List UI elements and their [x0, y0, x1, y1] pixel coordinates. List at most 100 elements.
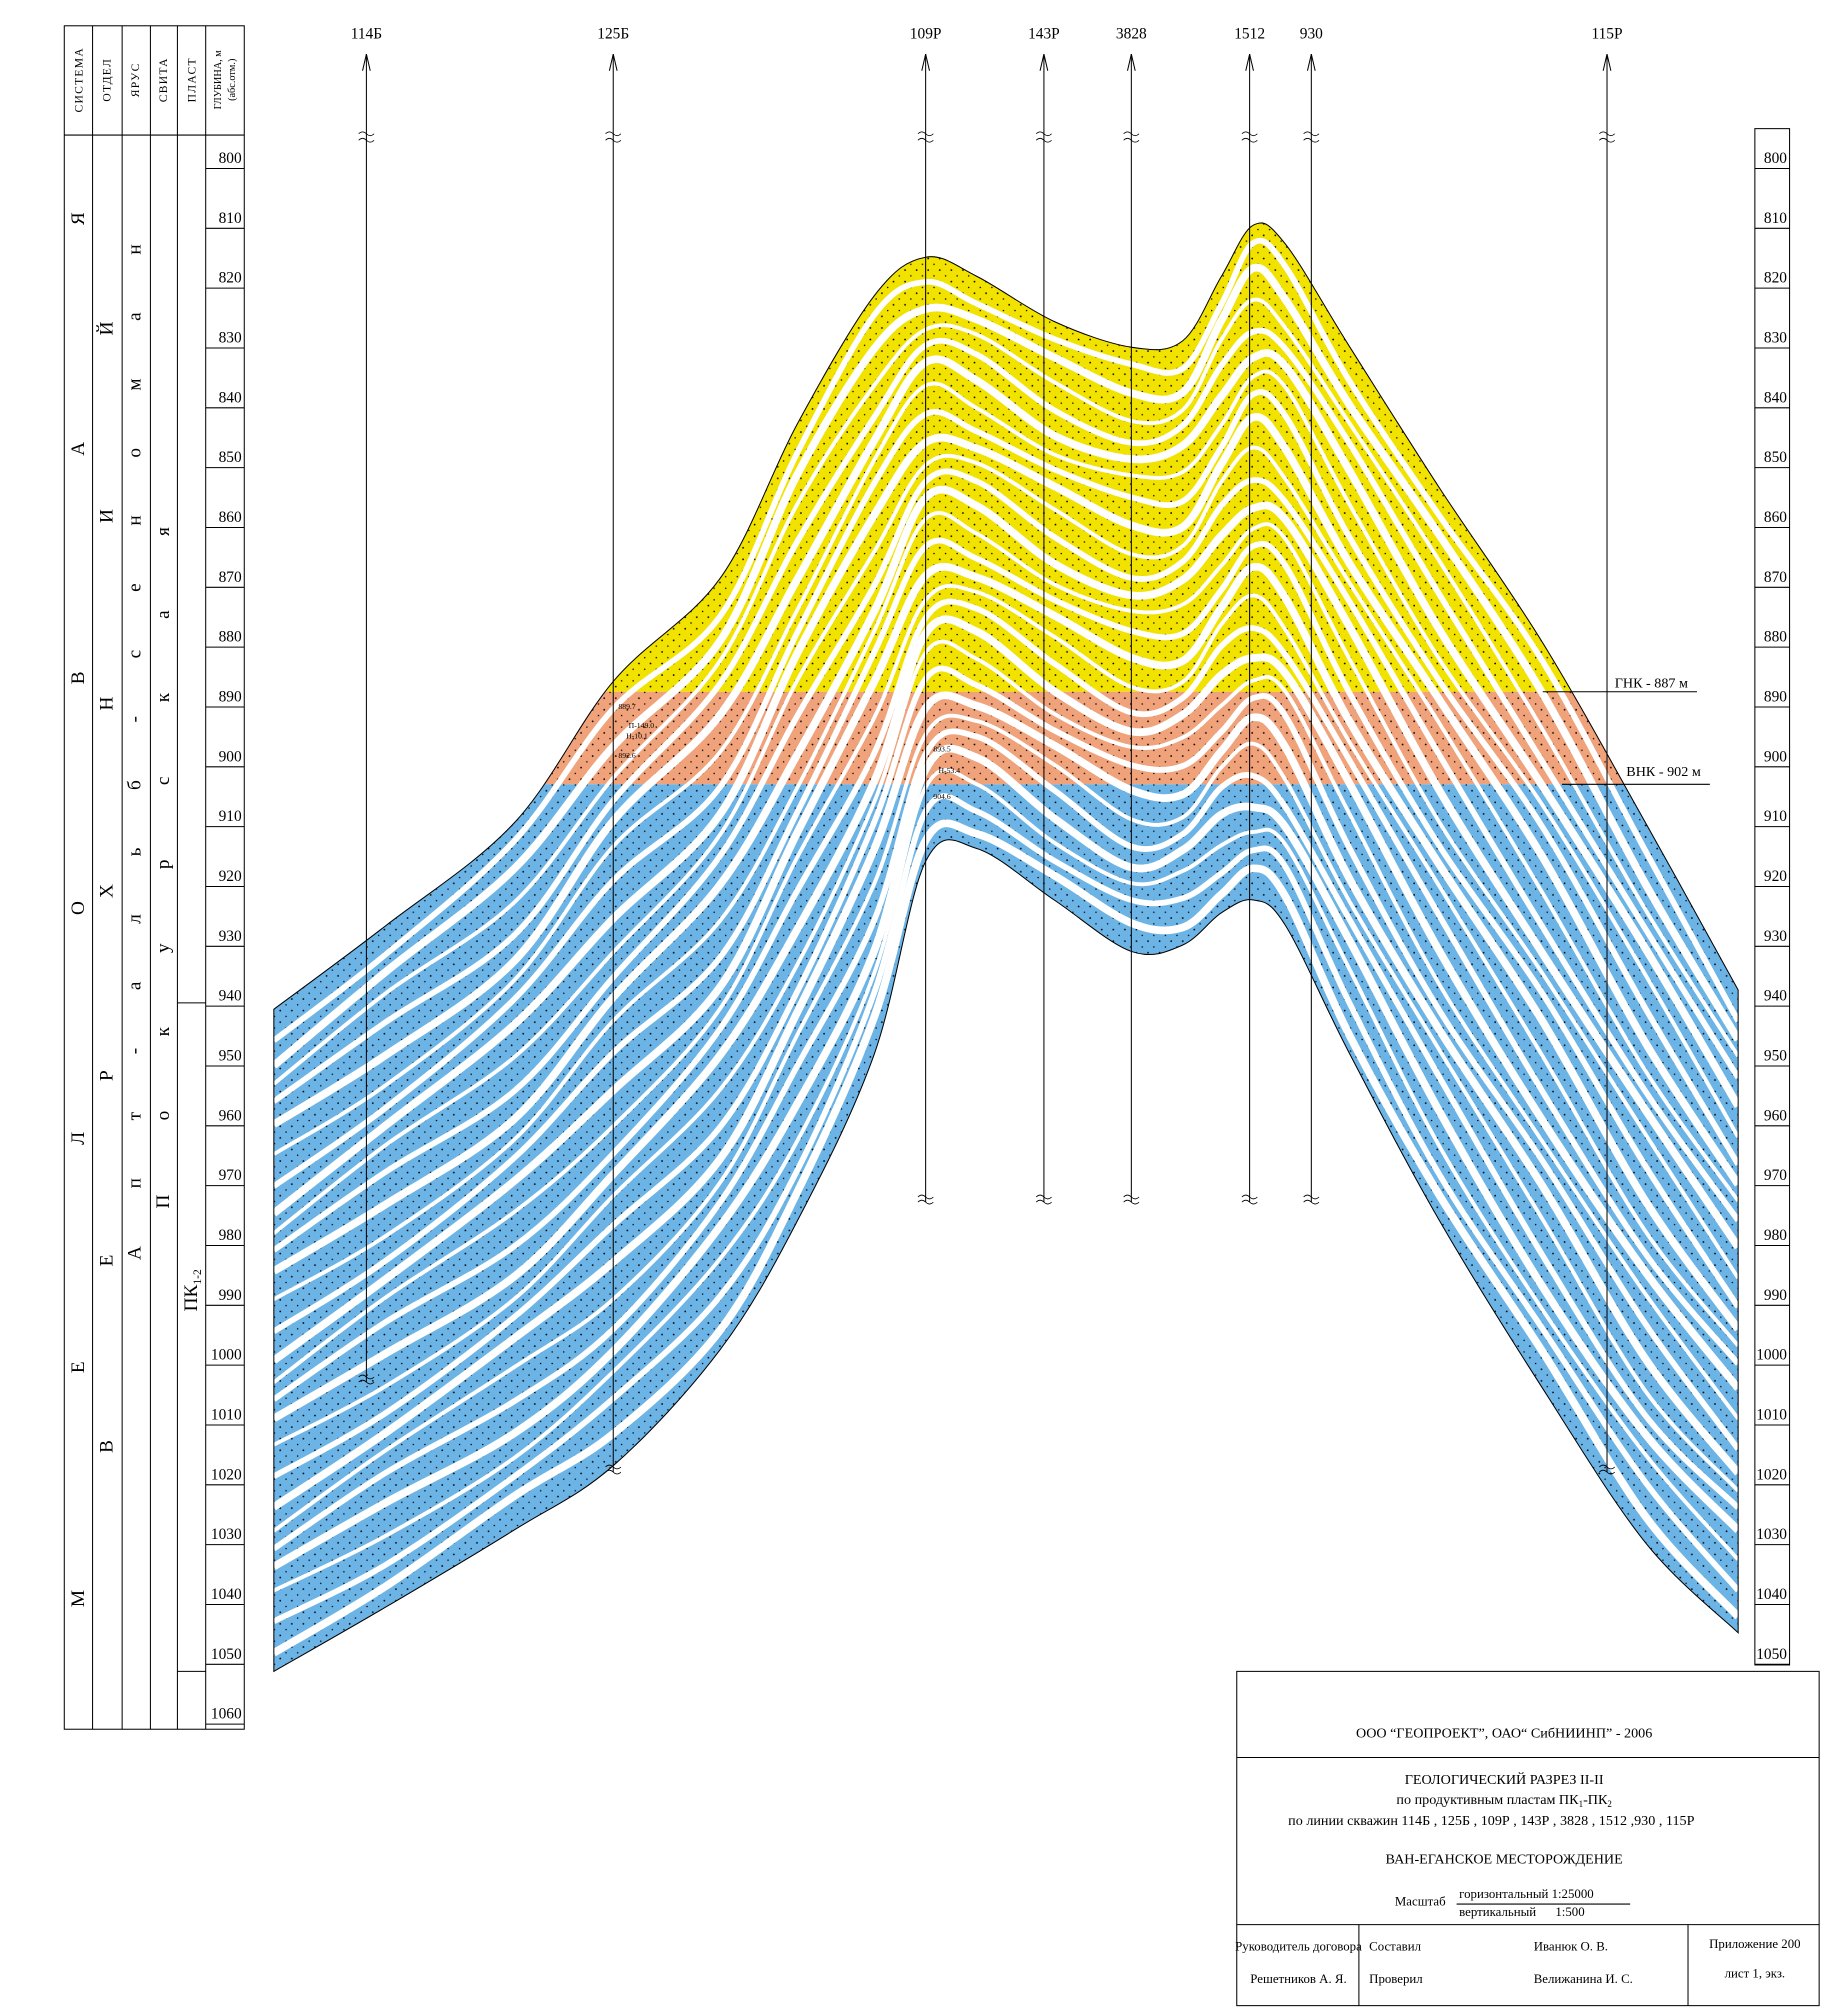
depth-label: 890 — [219, 689, 242, 706]
well-label: 109Р — [910, 25, 942, 42]
depth-label: 830 — [219, 330, 242, 347]
depth-label: 910 — [219, 808, 242, 825]
depth-label: 940 — [1764, 988, 1787, 1005]
system-name: МЕЛОВАЯ — [68, 212, 89, 1607]
vnk-label: ВНК - 902 м — [1626, 764, 1701, 780]
note: 892.6 — [618, 751, 635, 760]
right-ruler — [1754, 128, 1791, 1666]
well-break — [1599, 131, 1616, 143]
checked-label: Проверил — [1369, 1972, 1423, 1986]
well-break — [917, 1194, 934, 1205]
clay-interlayer — [273, 485, 1739, 1275]
scale-label: Масштаб — [1395, 1895, 1446, 1909]
depth-label: 960 — [1764, 1107, 1787, 1124]
gnk-label: ГНК - 887 м — [1615, 675, 1688, 691]
header-depth-note: (абс.отм.) — [227, 59, 238, 101]
section-subtitle: по продуктивным пластам ПК1-ПК2 — [1396, 1792, 1611, 1809]
clay-interlayer — [273, 263, 1739, 1069]
depth-label: 980 — [219, 1227, 242, 1244]
depth-label: 900 — [1764, 748, 1787, 765]
depth-label: 980 — [1764, 1227, 1787, 1244]
subtitle-index: 2 — [1607, 1799, 1612, 1809]
organization: ООО “ГЕОПРОЕКТ”, ОАО“ СибНИИНП” - 2006 — [1356, 1726, 1652, 1742]
scale-vertical: вертикальный 1:500 — [1459, 1905, 1584, 1919]
well-arrow — [921, 53, 931, 71]
well-label: 125Б — [597, 25, 629, 42]
checked-name: Велижанина И. С. — [1534, 1972, 1633, 1986]
well-break — [917, 131, 934, 143]
well-break — [1035, 1194, 1052, 1205]
depth-label: 930 — [1764, 928, 1787, 945]
well-break — [1035, 131, 1052, 143]
geology — [273, 222, 1739, 1673]
well-label: 1512 — [1234, 25, 1265, 42]
depth-label: 1050 — [211, 1646, 242, 1663]
section-title: ГЕОЛОГИЧЕСКИЙ РАЗРЕЗ II-II — [1405, 1771, 1604, 1788]
depth-label: 970 — [1764, 1167, 1787, 1184]
contacts: ГНК - 887 м ВНК - 902 м — [1542, 675, 1710, 785]
depth-label: 1060 — [211, 1706, 242, 1723]
depth-label: 800 — [1764, 150, 1787, 167]
depth-label: 820 — [219, 270, 242, 287]
subtitle-part: по продуктивным пластам ПК — [1396, 1792, 1579, 1808]
depth-label: 800 — [219, 150, 242, 167]
well-break — [1123, 131, 1140, 143]
depth-label: 950 — [1764, 1048, 1787, 1065]
sheet: лист 1, экз. — [1725, 1967, 1786, 1981]
well-arrow — [1039, 53, 1049, 71]
header-division: ОТДЕЛ — [101, 58, 114, 102]
header-depth: ГЛУБИНА, м — [213, 50, 224, 110]
note: 904.6 — [933, 792, 950, 801]
clay-interlayer — [273, 327, 1739, 1104]
note: П-149.0 — [629, 721, 655, 730]
well-line: по линии скважин 114Б , 125Б , 109Р , 14… — [1288, 1813, 1694, 1829]
header-system: СИСТЕМА — [72, 47, 85, 113]
field-name: ВАН-ЕГАНСКОЕ МЕСТОРОЖДЕНИЕ — [1386, 1852, 1623, 1868]
depth-label: 820 — [1764, 270, 1787, 287]
well-break — [1599, 1464, 1616, 1475]
depth-label: 880 — [1764, 629, 1787, 646]
clay-interlayer — [273, 511, 1739, 1301]
depth-label: 860 — [1764, 509, 1787, 526]
appendix: Приложение 200 — [1709, 1937, 1800, 1951]
depth-label: 910 — [1764, 808, 1787, 825]
depth-label: 870 — [219, 569, 242, 586]
depth-label: 950 — [219, 1048, 242, 1065]
well-notes: 889.7 П-149.0 Н-10.1 892.6 893.5 Н-53.4 … — [618, 702, 960, 801]
clay-interlayer — [273, 389, 1739, 1189]
layer-name-main: ПК — [181, 1284, 202, 1311]
depth-label: 1030 — [211, 1526, 242, 1543]
depth-label: 920 — [219, 868, 242, 885]
depth-label: 970 — [219, 1167, 242, 1184]
header-layer: ПЛАСТ — [185, 57, 198, 102]
subtitle-part: -ПК — [1583, 1792, 1608, 1808]
depth-label: 810 — [1764, 210, 1787, 227]
well-break — [1241, 1194, 1258, 1205]
division-name: ВЕРХНИЙ — [96, 321, 117, 1452]
depth-label: 850 — [219, 449, 242, 466]
depth-rulers: 800 810 820 830 840 850 860 870 880 890 900 910 920 9… — [205, 150, 1790, 1725]
clay-interlayer — [273, 297, 1739, 1086]
depth-label: 880 — [219, 629, 242, 646]
manager-name: Решетников А. Я. — [1250, 1972, 1346, 1986]
depth-label: 1020 — [211, 1466, 242, 1483]
depth-label: 1040 — [1756, 1586, 1787, 1603]
depth-label: 1030 — [1756, 1526, 1787, 1543]
well-break — [1241, 131, 1258, 143]
well-label: 143Р — [1028, 25, 1060, 42]
compiled-label: Составил — [1369, 1940, 1421, 1954]
depth-label: 1050 — [1756, 1646, 1787, 1663]
depth-label: 840 — [1764, 389, 1787, 406]
depth-label: 1000 — [1756, 1347, 1787, 1364]
well-label: 930 — [1300, 25, 1323, 42]
depth-label: 810 — [219, 210, 242, 227]
depth-label: 1040 — [211, 1586, 242, 1603]
well-arrow — [1245, 53, 1254, 71]
depth-label: 900 — [219, 748, 242, 765]
well-label: 3828 — [1116, 25, 1147, 42]
suite-name: Покурская — [153, 527, 174, 1209]
reservoir — [273, 222, 1739, 1672]
depth-label: 1000 — [211, 1347, 242, 1364]
depth-label: 830 — [1764, 330, 1787, 347]
